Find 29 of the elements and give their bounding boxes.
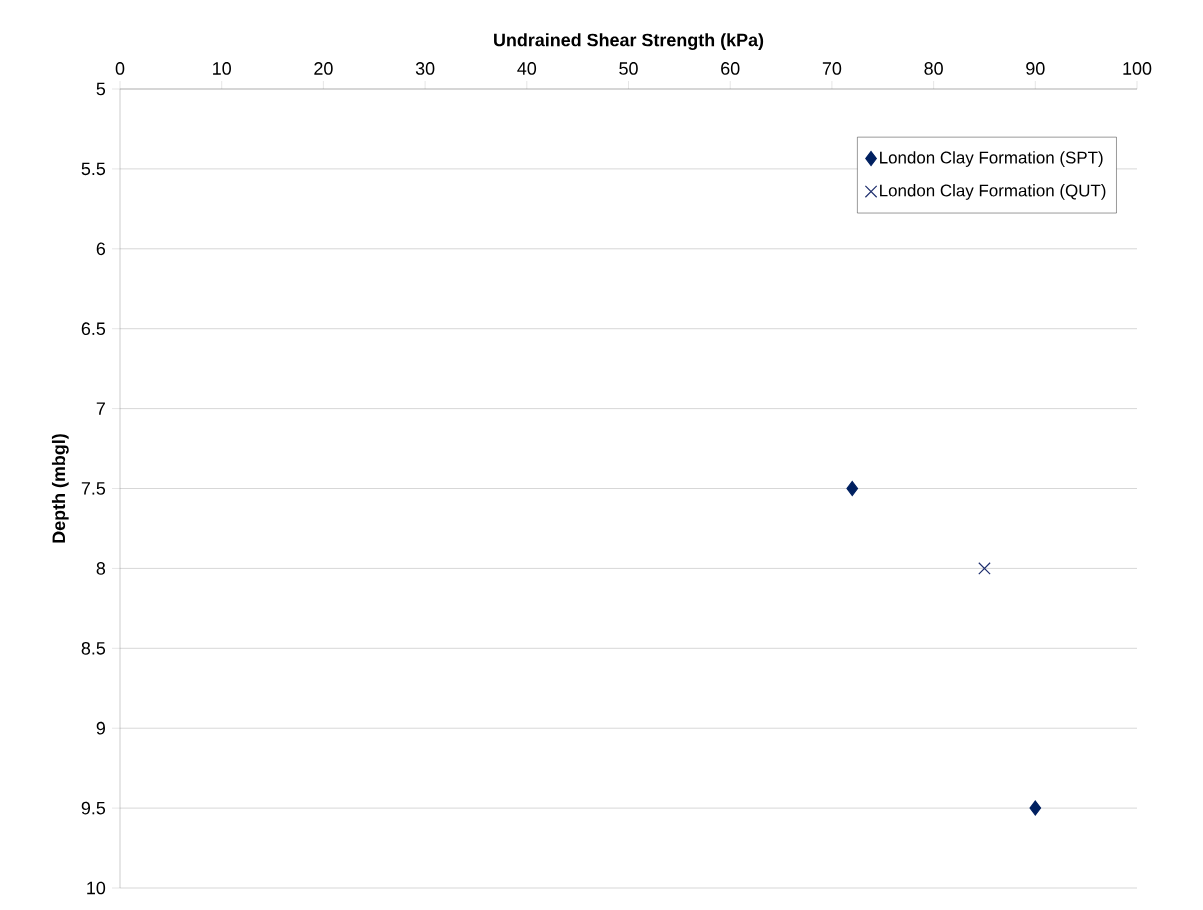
y-tick-label: 5	[96, 82, 106, 96]
x-tick-label: 100	[1123, 62, 1152, 75]
y-tick-label: 8.5	[81, 641, 106, 655]
x-tick-label: 0	[115, 62, 125, 75]
legend-label: London Clay Formation (QUT)	[880, 184, 1106, 200]
x-axis-title: Undrained Shear Strength (kPa)	[494, 33, 764, 50]
y-tick-label: 6.5	[81, 322, 106, 336]
y-tick-label: 6	[96, 242, 106, 256]
y-axis-title: Depth (mbgl)	[51, 434, 69, 543]
y-tick-label: 8	[96, 562, 106, 575]
y-tick-label: 7	[96, 402, 105, 415]
y-tick-label: 9.5	[81, 801, 106, 815]
y-tick-label: 10	[87, 881, 106, 895]
y-tick-label: 5.5	[81, 162, 106, 176]
x-tick-label: 20	[314, 62, 333, 75]
point	[978, 562, 991, 575]
x-tick-label: 40	[517, 62, 537, 75]
y-tick-label: 9	[96, 721, 105, 735]
y-tick-label: 7.5	[81, 482, 106, 495]
point	[846, 480, 859, 497]
x-tick-label: 50	[619, 62, 638, 75]
x-tick-label: 10	[213, 62, 231, 75]
x-tick-label: 80	[924, 62, 943, 75]
x-tick-label: 60	[721, 62, 740, 75]
point	[1029, 800, 1042, 816]
x-tick-label: 90	[1026, 62, 1045, 75]
x-tick-label: 70	[822, 62, 842, 75]
legend-label: London Clay Formation (SPT)	[880, 151, 1103, 167]
x-tick-label: 30	[415, 62, 435, 75]
